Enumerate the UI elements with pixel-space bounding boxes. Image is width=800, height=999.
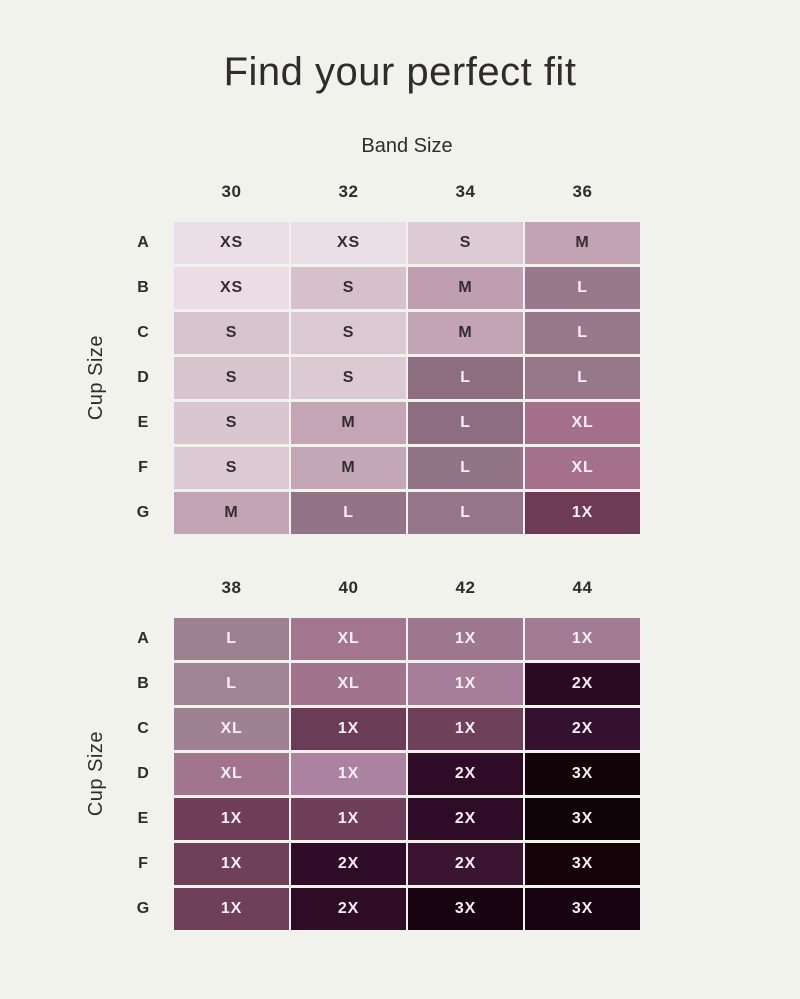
size-cell: 1X (408, 663, 523, 705)
size-cell: XL (174, 708, 289, 750)
size-cell: 3X (525, 843, 640, 885)
size-cell: 2X (525, 663, 640, 705)
cup-size-row-label: D (137, 765, 149, 782)
size-cell: 1X (291, 798, 406, 840)
cup-size-row-label: F (138, 855, 148, 872)
size-cell: XL (291, 618, 406, 660)
size-cell: 1X (174, 798, 289, 840)
band-size-header: 34 (455, 182, 476, 201)
size-cell: XS (291, 222, 406, 264)
size-cell: M (525, 222, 640, 264)
grid-corner-spacer (114, 578, 172, 615)
size-cell: XL (525, 402, 640, 444)
size-cell: 1X (291, 708, 406, 750)
size-table-bands-38-44: Cup Size 38 40 42 44 A L XL 1X 1X B L XL 1X 2X C XL 1X 1X… (78, 578, 800, 930)
cup-size-row-label: A (137, 630, 149, 647)
grid-corner-spacer (114, 182, 172, 219)
cup-size-row-label: G (136, 504, 150, 521)
size-cell: 1X (408, 618, 523, 660)
cup-size-row-label: A (137, 234, 149, 251)
size-cell: 1X (174, 888, 289, 930)
size-cell: L (174, 618, 289, 660)
size-cell: 1X (525, 492, 640, 534)
size-cell: XS (174, 222, 289, 264)
size-cell: 2X (408, 798, 523, 840)
size-cell: XS (174, 267, 289, 309)
band-size-header: 32 (338, 182, 359, 201)
cup-size-row-label: D (137, 369, 149, 386)
size-cell: M (291, 447, 406, 489)
size-cell: 2X (525, 708, 640, 750)
cup-size-row-label: E (137, 414, 149, 431)
band-size-header: 30 (221, 182, 242, 201)
cup-size-row-label: C (137, 720, 149, 737)
size-cell: M (291, 402, 406, 444)
cup-size-row-label: C (137, 324, 149, 341)
size-cell: 2X (291, 888, 406, 930)
size-cell: L (291, 492, 406, 534)
cup-size-row-label: G (136, 900, 150, 917)
cup-size-row-label: B (137, 675, 149, 692)
size-cell: 1X (408, 708, 523, 750)
size-cell: L (525, 312, 640, 354)
size-cell: L (408, 357, 523, 399)
size-cell: XL (525, 447, 640, 489)
size-cell: S (174, 402, 289, 444)
size-table-bands-30-36: Cup Size 30 32 34 36 A XS XS S M B XS S M L C S S M L D S S L L… (78, 182, 800, 534)
size-cell: 3X (525, 753, 640, 795)
size-cell: 3X (525, 798, 640, 840)
size-cell: 1X (525, 618, 640, 660)
cup-size-row-label: E (137, 810, 149, 827)
size-cell: 1X (291, 753, 406, 795)
band-size-header: 44 (572, 578, 593, 597)
size-cell: 2X (408, 843, 523, 885)
size-cell: S (291, 267, 406, 309)
band-size-header: 38 (221, 578, 242, 597)
size-grid-38-44: 38 40 42 44 A L XL 1X 1X B L XL 1X 2X C XL 1X 1X 2X D XL 1X 2X… (114, 578, 640, 930)
cup-size-axis-label-wrap: Cup Size (78, 182, 114, 534)
size-cell: S (408, 222, 523, 264)
size-cell: M (174, 492, 289, 534)
cup-size-axis-label-wrap: Cup Size (78, 578, 114, 930)
band-size-axis-label: Band Size (361, 135, 453, 157)
size-cell: M (408, 267, 523, 309)
size-cell: L (408, 402, 523, 444)
size-cell: S (174, 357, 289, 399)
size-cell: S (174, 312, 289, 354)
size-cell: L (525, 357, 640, 399)
size-cell: S (291, 312, 406, 354)
size-cell: L (174, 663, 289, 705)
size-cell: S (291, 357, 406, 399)
band-size-header: 40 (338, 578, 359, 597)
size-cell: 3X (525, 888, 640, 930)
size-cell: 3X (408, 888, 523, 930)
size-cell: M (408, 312, 523, 354)
size-cell: L (408, 447, 523, 489)
page-title: Find your perfect fit (223, 50, 577, 94)
band-size-header: 42 (455, 578, 476, 597)
size-cell: 2X (291, 843, 406, 885)
band-size-header: 36 (572, 182, 593, 201)
cup-size-axis-label: Cup Size (84, 731, 107, 817)
size-cell: 1X (174, 843, 289, 885)
cup-size-axis-label: Cup Size (84, 335, 107, 421)
size-cell: L (525, 267, 640, 309)
size-cell: XL (291, 663, 406, 705)
cup-size-row-label: B (137, 279, 149, 296)
size-grid-30-36: 30 32 34 36 A XS XS S M B XS S M L C S S M L D S S L L E S M L XL F S M… (114, 182, 640, 534)
size-cell: S (174, 447, 289, 489)
size-cell: 2X (408, 753, 523, 795)
size-cell: XL (174, 753, 289, 795)
size-cell: L (408, 492, 523, 534)
cup-size-row-label: F (138, 459, 148, 476)
